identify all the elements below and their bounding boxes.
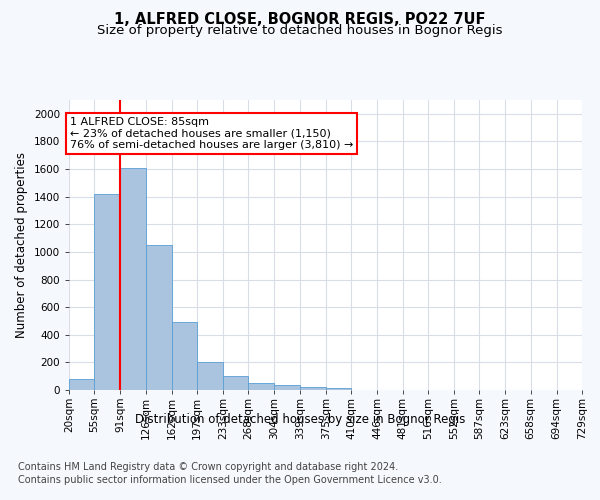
Y-axis label: Number of detached properties: Number of detached properties [15, 152, 28, 338]
Bar [223, 376, 248, 390]
Text: 1, ALFRED CLOSE, BOGNOR REGIS, PO22 7UF: 1, ALFRED CLOSE, BOGNOR REGIS, PO22 7UF [114, 12, 486, 28]
Bar [326, 388, 351, 390]
Text: Size of property relative to detached houses in Bognor Regis: Size of property relative to detached ho… [97, 24, 503, 37]
Text: Distribution of detached houses by size in Bognor Regis: Distribution of detached houses by size … [135, 412, 465, 426]
Bar [121, 168, 146, 390]
Bar [300, 387, 326, 390]
Text: 1 ALFRED CLOSE: 85sqm
← 23% of detached houses are smaller (1,150)
76% of semi-d: 1 ALFRED CLOSE: 85sqm ← 23% of detached … [70, 116, 353, 150]
Text: Contains public sector information licensed under the Open Government Licence v3: Contains public sector information licen… [18, 475, 442, 485]
Bar [146, 245, 172, 390]
Text: Contains HM Land Registry data © Crown copyright and database right 2024.: Contains HM Land Registry data © Crown c… [18, 462, 398, 472]
Bar [197, 362, 223, 390]
Bar [94, 194, 121, 390]
Bar [69, 379, 94, 390]
Bar [172, 322, 197, 390]
Bar [248, 384, 274, 390]
Bar [274, 385, 300, 390]
